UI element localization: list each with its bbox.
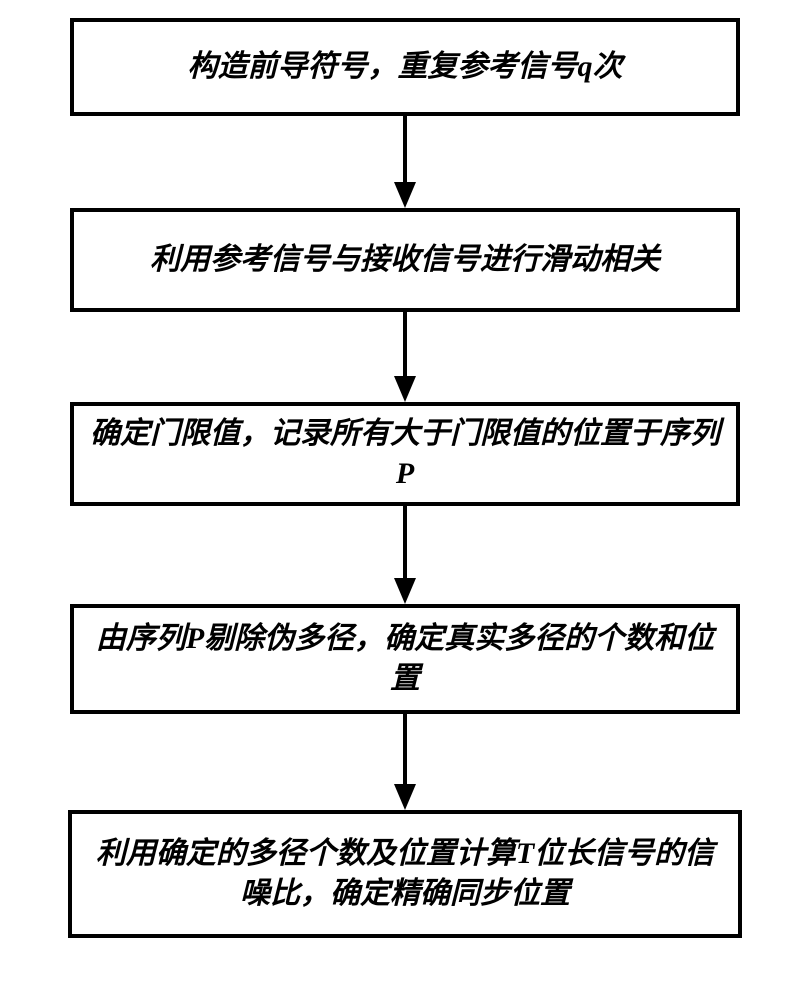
arrow-n2-n3 [394,312,416,402]
flowchart-canvas: 构造前导符号，重复参考信号q次利用参考信号与接收信号进行滑动相关确定门限值，记录… [0,0,800,984]
arrow-n4-n5 [394,714,416,810]
flow-node-n4: 由序列P剔除伪多径，确定真实多径的个数和位置 [70,604,740,714]
flow-node-label: 由序列P剔除伪多径，确定真实多径的个数和位置 [84,619,726,700]
flow-node-label: 确定门限值，记录所有大于门限值的位置于序列P [84,414,726,495]
arrow-n3-n4 [394,506,416,604]
flow-node-n1: 构造前导符号，重复参考信号q次 [70,18,740,116]
flow-node-label: 构造前导符号，重复参考信号q次 [188,47,623,88]
flow-node-label: 利用确定的多径个数及位置计算T位长信号的信噪比，确定精确同步位置 [82,834,728,915]
flow-node-n5: 利用确定的多径个数及位置计算T位长信号的信噪比，确定精确同步位置 [68,810,742,938]
flow-node-n2: 利用参考信号与接收信号进行滑动相关 [70,208,740,312]
flow-node-n3: 确定门限值，记录所有大于门限值的位置于序列P [70,402,740,506]
arrow-n1-n2 [394,116,416,208]
flow-node-label: 利用参考信号与接收信号进行滑动相关 [150,240,660,281]
